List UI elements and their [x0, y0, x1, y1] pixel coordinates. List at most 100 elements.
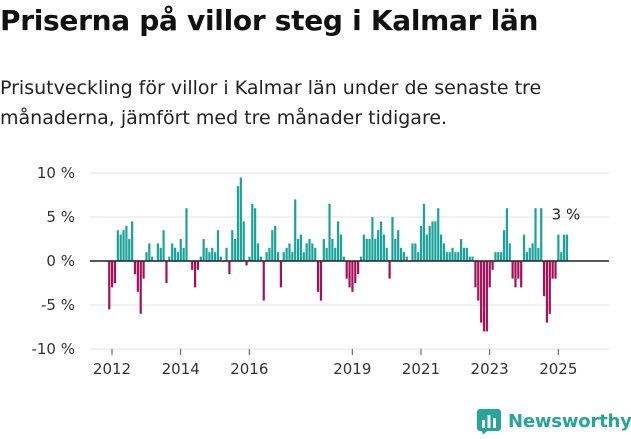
bar	[242, 221, 245, 261]
bar	[236, 186, 240, 261]
bar	[494, 252, 497, 261]
bar	[528, 247, 531, 261]
bar	[173, 247, 177, 261]
bar	[176, 252, 180, 261]
bar	[296, 239, 300, 261]
bar	[339, 234, 343, 261]
bar	[540, 208, 543, 261]
bar	[563, 234, 566, 261]
bar	[419, 225, 423, 261]
bar	[337, 221, 340, 261]
bar	[457, 252, 460, 261]
bar	[482, 261, 486, 332]
bar	[151, 256, 154, 261]
bar	[316, 261, 320, 292]
bar	[480, 261, 483, 323]
bar	[268, 247, 271, 261]
bar	[531, 243, 534, 261]
bar	[505, 208, 508, 261]
bar	[454, 252, 457, 261]
bar	[239, 177, 242, 261]
bar	[545, 261, 549, 323]
newsworthy-logo: Newsworthy	[476, 405, 631, 437]
bar	[437, 208, 440, 261]
bar	[182, 247, 185, 261]
bar	[179, 239, 182, 261]
bar	[234, 239, 237, 261]
bar-chart-logo-icon	[477, 409, 501, 434]
bar	[508, 243, 511, 261]
bar	[365, 239, 368, 261]
bar	[351, 261, 354, 292]
bar	[299, 234, 303, 261]
bar	[537, 247, 540, 261]
bar	[451, 247, 454, 261]
bar	[125, 225, 128, 261]
bar	[342, 256, 345, 261]
bar	[256, 243, 260, 261]
bar	[251, 203, 254, 261]
bar	[554, 261, 557, 279]
bar	[128, 239, 131, 261]
bar	[374, 239, 377, 261]
bar	[228, 261, 231, 275]
bar	[168, 256, 171, 261]
bar	[291, 252, 294, 261]
bar	[191, 261, 194, 270]
bar	[193, 261, 197, 288]
bar	[311, 243, 314, 261]
chart-subtitle: Prisutveckling för villor i Kalmar län u…	[0, 77, 542, 129]
bar	[377, 230, 380, 261]
bar	[199, 256, 202, 261]
bar	[254, 208, 257, 261]
bar	[279, 261, 282, 288]
bar	[542, 261, 546, 297]
bar	[305, 243, 308, 261]
bar	[417, 252, 420, 261]
bar	[334, 247, 337, 261]
bar	[431, 221, 434, 261]
bar	[359, 256, 363, 261]
bar	[442, 243, 446, 261]
bar	[108, 261, 111, 310]
bar	[465, 247, 468, 261]
bar	[205, 247, 208, 261]
bar	[271, 230, 274, 261]
logo-text: Newsworthy	[508, 410, 631, 432]
bar	[208, 252, 211, 261]
y-tick-label: -10 %	[31, 340, 75, 358]
bar-chart: 10 % 5 % 0 % -5 % -10 % 2012 2014 2016 2019 2021…	[31, 164, 609, 378]
bar	[391, 217, 394, 261]
bar	[357, 261, 360, 275]
bar	[225, 247, 228, 261]
y-tick-label: 5 %	[46, 208, 75, 226]
y-tick-label: -5 %	[41, 296, 75, 314]
bar	[202, 239, 205, 261]
bar	[119, 234, 122, 261]
x-axis: 2012 2014 2016 2019 2021 2023 2025	[93, 349, 577, 378]
x-tick-label: 2025	[539, 360, 577, 378]
bar	[402, 252, 406, 261]
bar	[520, 261, 523, 288]
bar	[474, 261, 477, 288]
bar	[294, 199, 297, 261]
bar	[565, 234, 569, 261]
bar	[379, 221, 383, 261]
bar	[348, 261, 351, 288]
bar	[468, 256, 471, 261]
bar	[282, 252, 285, 261]
bar	[394, 239, 397, 261]
x-tick-label: 2021	[402, 360, 440, 378]
bar	[560, 252, 563, 261]
bar	[314, 247, 317, 261]
bar	[411, 243, 414, 261]
bar	[331, 239, 334, 261]
bar	[548, 261, 551, 314]
bar	[362, 234, 365, 261]
bar	[231, 230, 234, 261]
y-axis-labels: 10 % 5 % 0 % -5 % -10 %	[31, 164, 75, 358]
x-tick-label: 2012	[93, 360, 131, 378]
bar	[497, 252, 500, 261]
bar	[276, 252, 280, 261]
bar	[171, 243, 174, 261]
